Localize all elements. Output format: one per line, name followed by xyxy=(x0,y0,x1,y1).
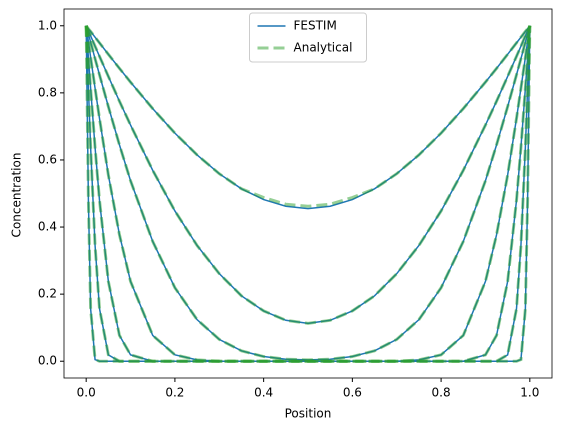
line-curve xyxy=(84,25,532,325)
line-curve xyxy=(85,25,531,362)
line-curve xyxy=(84,25,532,363)
y-tick-label: 0.0 xyxy=(38,354,57,368)
legend-label: Analytical xyxy=(294,41,353,55)
y-tick-label: 1.0 xyxy=(38,18,57,32)
y-tick-label: 0.4 xyxy=(38,220,57,234)
line-curve xyxy=(84,25,532,363)
y-tick-label: 0.8 xyxy=(38,85,57,99)
x-tick-label: 0.4 xyxy=(254,386,273,400)
line-curve xyxy=(85,25,531,325)
y-axis-label: Concentration xyxy=(10,153,24,238)
line-curve xyxy=(84,25,532,363)
y-tick-label: 0.6 xyxy=(38,152,57,166)
x-tick-label: 1.0 xyxy=(520,386,539,400)
x-tick-label: 0.0 xyxy=(77,386,96,400)
line-curve xyxy=(85,25,531,362)
legend-label: FESTIM xyxy=(294,19,337,33)
line-curve xyxy=(85,25,531,362)
line-curve xyxy=(85,25,531,361)
x-tick-label: 0.2 xyxy=(165,386,184,400)
y-tick-label: 0.2 xyxy=(38,287,57,301)
x-tick-label: 0.8 xyxy=(432,386,451,400)
line-curve xyxy=(85,25,531,362)
x-axis-label: Position xyxy=(285,407,332,421)
line-curve xyxy=(84,24,532,208)
plot-frame xyxy=(63,8,553,379)
line-curve xyxy=(84,25,532,363)
x-tick-label: 0.6 xyxy=(343,386,362,400)
line-curve xyxy=(84,25,532,362)
